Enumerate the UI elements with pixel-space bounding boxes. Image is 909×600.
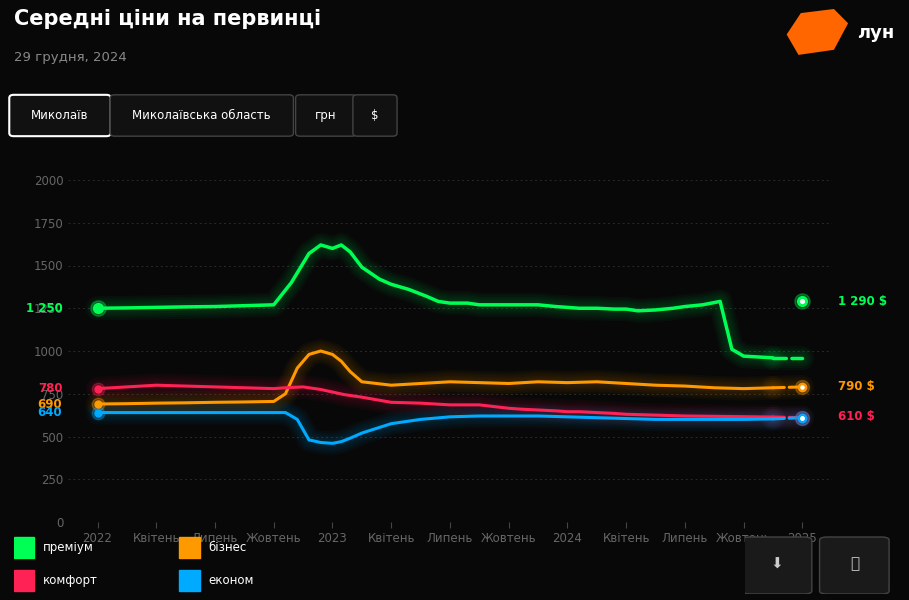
- FancyBboxPatch shape: [110, 95, 294, 136]
- Text: 1 290 $: 1 290 $: [837, 295, 886, 308]
- Bar: [14, 569, 35, 590]
- Text: 29 грудня, 2024: 29 грудня, 2024: [14, 51, 126, 64]
- Text: лун: лун: [857, 25, 894, 43]
- FancyBboxPatch shape: [295, 95, 356, 136]
- Text: 1 250: 1 250: [25, 302, 63, 315]
- Bar: [179, 569, 200, 590]
- FancyBboxPatch shape: [743, 537, 812, 594]
- Text: 🔗: 🔗: [850, 557, 859, 571]
- Text: $: $: [371, 109, 379, 122]
- Text: грн: грн: [315, 109, 336, 122]
- Bar: [179, 536, 200, 558]
- Text: 790 $: 790 $: [837, 380, 874, 392]
- Text: Миколаївська область: Миколаївська область: [133, 109, 271, 122]
- Polygon shape: [786, 9, 848, 55]
- Text: 780: 780: [38, 382, 63, 395]
- Text: Середні ціни на первинці: Середні ціни на первинці: [14, 9, 321, 29]
- Bar: [14, 536, 35, 558]
- Text: ⬇: ⬇: [771, 557, 784, 571]
- FancyBboxPatch shape: [820, 537, 889, 594]
- Text: економ: економ: [208, 574, 255, 587]
- FancyBboxPatch shape: [353, 95, 397, 136]
- Text: преміум: преміум: [44, 541, 94, 554]
- Text: комфорт: комфорт: [44, 574, 98, 587]
- Text: бізнес: бізнес: [208, 541, 247, 554]
- FancyBboxPatch shape: [9, 95, 111, 136]
- Text: 640: 640: [37, 406, 63, 419]
- Text: 690: 690: [37, 398, 63, 410]
- Text: 610 $: 610 $: [837, 410, 874, 423]
- Text: Миколаїв: Миколаїв: [31, 109, 89, 122]
